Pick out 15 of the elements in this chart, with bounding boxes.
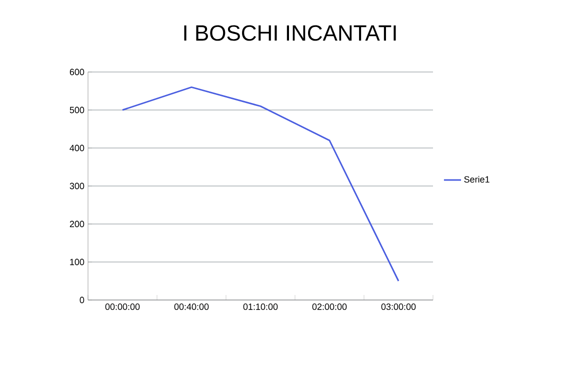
y-tick-label: 200 bbox=[70, 220, 84, 228]
y-tick-label: 100 bbox=[70, 258, 84, 266]
y-tick-label: 0 bbox=[80, 296, 84, 304]
y-tick-label: 600 bbox=[70, 68, 84, 76]
x-tick-label: 00:40:00 bbox=[174, 304, 209, 310]
line-series bbox=[122, 86, 400, 282]
chart-title: I BOSCHI INCANTATI bbox=[184, 25, 396, 41]
y-tick-label: 300 bbox=[70, 182, 84, 190]
y-tick-label: 500 bbox=[70, 106, 84, 114]
x-tick-label: 01:10:00 bbox=[243, 304, 278, 310]
x-tick-label: 02:00:00 bbox=[312, 304, 347, 310]
legend-label: Serie1 bbox=[464, 176, 490, 183]
y-tick-label: 400 bbox=[70, 144, 84, 152]
x-tick-label: 03:00:00 bbox=[381, 304, 416, 310]
x-tick-label: 00:00:00 bbox=[105, 304, 140, 310]
